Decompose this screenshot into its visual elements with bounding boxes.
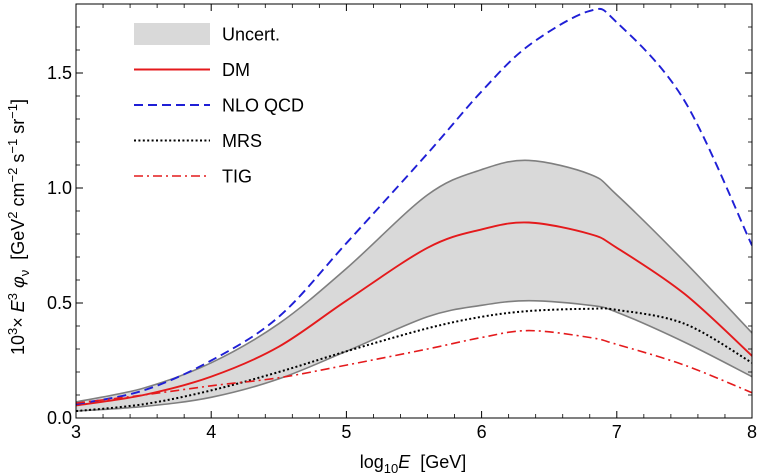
series-line-nlo-qcd — [76, 7, 752, 406]
y-tick-label: 1.5 — [47, 63, 72, 83]
y-axis-label: 103× E3 φν [GeV2 cm−2 s−1 sr−1] — [5, 99, 32, 355]
series-line-tig — [76, 329, 752, 404]
legend-label: MRS — [222, 131, 262, 151]
y-tick-label: 0.0 — [47, 408, 72, 428]
y-tick-label: 1.0 — [47, 178, 72, 198]
series-line-dm — [76, 221, 752, 407]
plot-area — [76, 7, 752, 413]
legend-label: NLO QCD — [222, 96, 304, 116]
legend-label: Uncert. — [222, 25, 280, 45]
x-tick-label: 7 — [612, 422, 622, 442]
y-tick-label: 0.5 — [47, 293, 72, 313]
band-lower-edge — [76, 299, 752, 412]
x-axis-label: log10E [GeV] — [360, 452, 467, 475]
y-axis: 0.0 0.5 1.0 1.5 — [47, 26, 752, 428]
legend-label: DM — [222, 60, 250, 80]
x-tick-label: 8 — [747, 422, 757, 442]
x-axis: 3 4 5 6 7 8 — [71, 4, 757, 442]
x-tick-label: 5 — [341, 422, 351, 442]
x-tick-label: 3 — [71, 422, 81, 442]
legend: Uncert. DM NLO QCD MRS TIG — [134, 23, 304, 187]
band-upper-edge — [76, 159, 752, 403]
uncertainty-band — [76, 160, 752, 412]
x-tick-label: 6 — [477, 422, 487, 442]
legend-label: TIG — [222, 167, 252, 187]
x-tick-label: 4 — [206, 422, 216, 442]
legend-swatch-band — [134, 23, 210, 45]
